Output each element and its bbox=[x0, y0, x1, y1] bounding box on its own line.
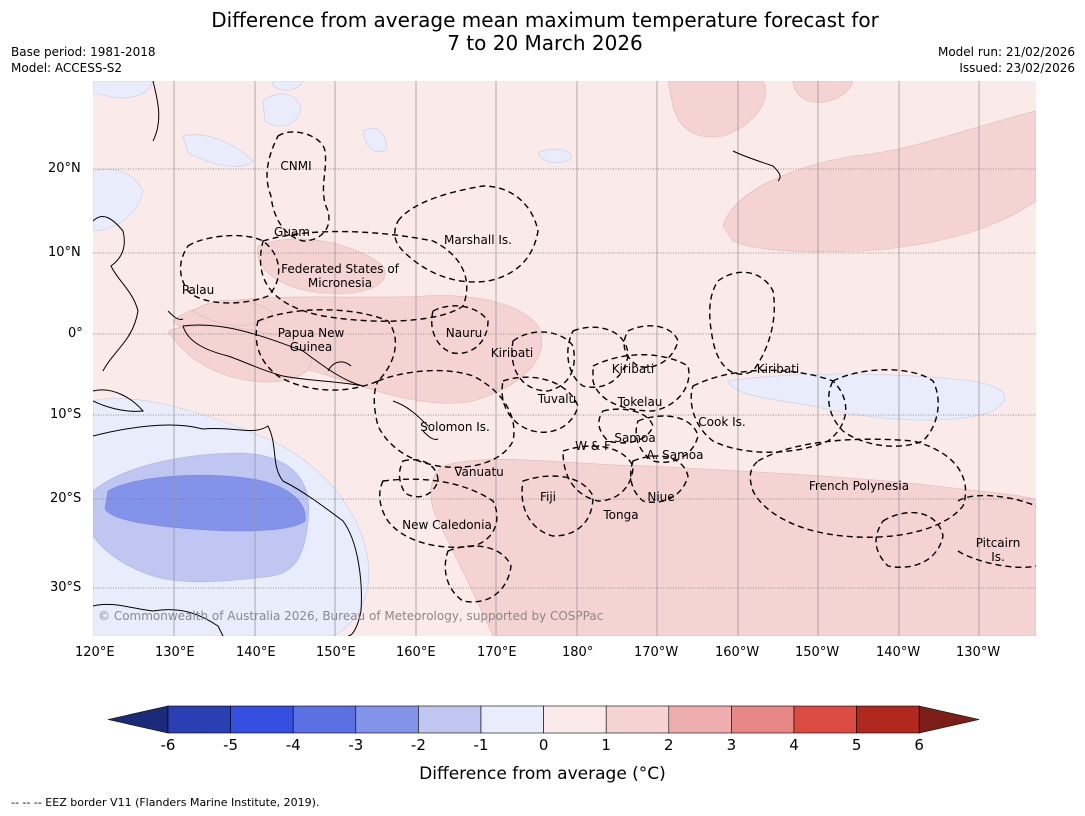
colorbar-extend-high bbox=[918, 705, 980, 734]
colorbar-tick-label: 2 bbox=[664, 736, 674, 754]
lon-tick: 150°W bbox=[795, 645, 840, 660]
colorbar-tick-label: 6 bbox=[914, 736, 924, 754]
colorbar-bin bbox=[480, 705, 544, 734]
lat-tick: 20°S bbox=[50, 491, 82, 506]
colorbar-bin bbox=[543, 705, 607, 734]
lon-tick: 170°E bbox=[477, 645, 517, 660]
colorbar-tick-label: -2 bbox=[410, 736, 426, 754]
label-solomon-islands: Solomon Is. bbox=[420, 420, 490, 434]
label-american-samoa: A. Samoa bbox=[646, 448, 704, 462]
colorbar-tick-label: -6 bbox=[160, 736, 176, 754]
anomaly-1-2-regions bbox=[167, 81, 1036, 636]
lon-tick: 160°W bbox=[715, 645, 760, 660]
label-vanuatu: Vanuatu bbox=[454, 465, 504, 479]
lon-tick: 120°E bbox=[75, 645, 115, 660]
label-guam: Guam bbox=[274, 225, 310, 239]
colorbar-extend-low bbox=[107, 705, 169, 734]
colorbar-bin bbox=[793, 705, 857, 734]
label-new-caledonia: New Caledonia bbox=[402, 518, 492, 532]
colorbar-bin bbox=[167, 705, 231, 734]
colorbar-bin bbox=[292, 705, 357, 734]
map-title-line2: 7 to 20 March 2026 bbox=[447, 31, 643, 55]
label-tonga: Tonga bbox=[603, 508, 639, 522]
colorbar-tick-label: 4 bbox=[789, 736, 799, 754]
colorbar-tick-label: -4 bbox=[285, 736, 301, 754]
label-pitcairn-islands: Pitcairn Is. bbox=[975, 536, 1021, 564]
colorbar-tick-label: 0 bbox=[538, 736, 549, 754]
colorbar-tick-label: -3 bbox=[348, 736, 364, 754]
lat-tick: 20°N bbox=[48, 161, 81, 176]
colorbar-bin bbox=[668, 705, 732, 734]
label-fsm: Federated States of Micronesia bbox=[281, 262, 399, 290]
colorbar-bin bbox=[605, 705, 670, 734]
forecast-map bbox=[93, 81, 1036, 636]
lon-tick: 170°W bbox=[634, 645, 679, 660]
lon-tick: 160°E bbox=[396, 645, 436, 660]
label-samoa: Samoa bbox=[614, 431, 656, 445]
lon-tick: 180° bbox=[562, 645, 594, 660]
label-tuvalu: Tuvalu bbox=[537, 392, 577, 406]
map-title-line1: Difference from average mean maximum tem… bbox=[211, 8, 879, 32]
colorbar-bin bbox=[418, 705, 482, 734]
lon-tick: 140°E bbox=[236, 645, 276, 660]
label-tokelau: Tokelau bbox=[617, 395, 663, 409]
lat-tick: 0° bbox=[68, 326, 83, 341]
eez-legend-note: -- -- -- EEZ border V11 (Flanders Marine… bbox=[11, 796, 320, 809]
lon-tick: 130°E bbox=[155, 645, 195, 660]
lat-tick: 10°N bbox=[48, 245, 81, 260]
colorbar-bin bbox=[230, 705, 294, 734]
eez-borders bbox=[179, 131, 1036, 603]
model-run: Model run: 21/02/2026 bbox=[937, 45, 1075, 59]
label-kiribati-east: Kiribati bbox=[756, 362, 800, 376]
label-niue: Niue bbox=[647, 490, 675, 504]
colorbar-bin bbox=[856, 705, 920, 734]
colorbar-tick-label: 5 bbox=[851, 736, 862, 754]
label-fiji: Fiji bbox=[539, 490, 557, 504]
base-period: Base period: 1981-2018 bbox=[11, 45, 156, 59]
colorbar-tick-label: -5 bbox=[223, 736, 239, 754]
lon-tick: 130°W bbox=[956, 645, 1001, 660]
colorbar-bin bbox=[355, 705, 419, 734]
coastlines bbox=[93, 81, 781, 636]
label-nauru: Nauru bbox=[445, 326, 483, 340]
colorbar-label: Difference from average (°C) bbox=[419, 764, 666, 784]
lon-tick: 150°E bbox=[316, 645, 356, 660]
colorbar-tick-label: -1 bbox=[473, 736, 489, 754]
label-marshall-islands: Marshall Is. bbox=[444, 233, 512, 247]
model-name: Model: ACCESS-S2 bbox=[11, 61, 123, 75]
label-kiribati-west: Kiribati bbox=[490, 346, 534, 360]
label-wallis-futuna: W & F bbox=[575, 439, 611, 453]
issued-date: Issued: 23/02/2026 bbox=[959, 61, 1075, 75]
label-kiribati-central: Kiribati bbox=[611, 362, 655, 376]
lon-tick: 140°W bbox=[876, 645, 921, 660]
copyright-note: © Commonwealth of Australia 2026, Bureau… bbox=[98, 609, 604, 623]
label-palau: Palau bbox=[181, 283, 215, 297]
graticule bbox=[173, 81, 980, 636]
graticule-latitudes bbox=[93, 168, 1036, 589]
lat-tick: 30°S bbox=[50, 580, 82, 595]
label-french-polynesia: French Polynesia bbox=[808, 479, 910, 493]
colorbar-bin bbox=[731, 705, 795, 734]
colorbar bbox=[107, 705, 980, 734]
colorbar-tick-label: 1 bbox=[601, 736, 611, 754]
label-cook-islands: Cook Is. bbox=[698, 415, 746, 429]
colorbar-tick-label: 3 bbox=[726, 736, 737, 754]
label-cnmi: CNMI bbox=[280, 159, 312, 173]
lat-tick: 10°S bbox=[50, 407, 82, 422]
label-png: Papua New Guinea bbox=[277, 326, 345, 354]
